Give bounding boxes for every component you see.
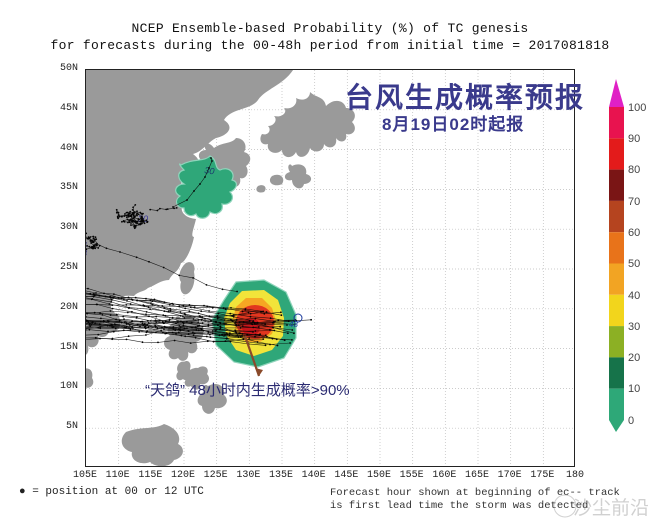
- svg-text:0: 0: [628, 415, 634, 427]
- svg-text:20: 20: [628, 352, 640, 364]
- svg-text:10: 10: [628, 383, 640, 395]
- svg-text:48: 48: [289, 320, 298, 329]
- svg-text:30: 30: [628, 321, 640, 333]
- svg-text:40: 40: [628, 290, 640, 302]
- svg-text:70: 70: [628, 196, 640, 208]
- svg-text:50: 50: [628, 258, 640, 270]
- svg-text:80: 80: [628, 164, 640, 176]
- svg-text:90: 90: [628, 133, 640, 145]
- svg-text:沙尘前沿: 沙尘前沿: [573, 497, 649, 519]
- svg-text:100: 100: [628, 102, 646, 114]
- svg-text:60: 60: [628, 227, 640, 239]
